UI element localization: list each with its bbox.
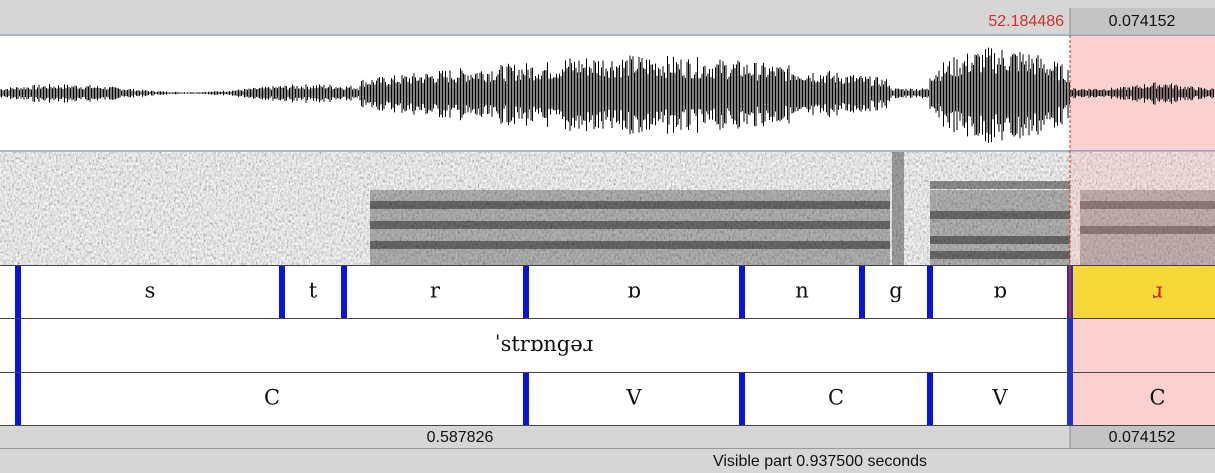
formant-band: [370, 201, 890, 209]
boundary[interactable]: [859, 266, 865, 318]
interval-label[interactable]: ˈstrɒngəɹ: [495, 332, 594, 356]
formant-band: [930, 236, 1070, 244]
interval-label[interactable]: g: [889, 279, 902, 303]
status-text: Visible part 0.937500 seconds: [713, 453, 927, 470]
formant-band: [930, 181, 1070, 189]
boundary[interactable]: [1067, 373, 1073, 425]
boundary[interactable]: [1067, 319, 1073, 372]
boundary[interactable]: [15, 266, 21, 318]
selected-interval[interactable]: [1070, 266, 1215, 318]
formant-band: [930, 211, 1070, 219]
visible-before-selection: 0.587826: [427, 429, 494, 446]
interval-label[interactable]: V: [625, 386, 642, 410]
boundary[interactable]: [341, 266, 347, 318]
interval-label[interactable]: ɹ: [1152, 279, 1163, 303]
boundary[interactable]: [739, 373, 745, 425]
boundary[interactable]: [279, 266, 285, 318]
interval-label[interactable]: r: [430, 279, 441, 303]
interval-label[interactable]: C: [828, 386, 844, 410]
interval-label[interactable]: V: [991, 386, 1008, 410]
burst: [892, 152, 904, 265]
interval-label[interactable]: C: [1149, 386, 1165, 410]
interval-label[interactable]: ɒ: [993, 279, 1006, 303]
interval-label[interactable]: C: [264, 386, 280, 410]
cursor-time: 52.184486: [988, 13, 1064, 30]
status-bar[interactable]: [0, 449, 1215, 473]
textgrid-editor: 52.184486 0.074152 ɹstrɒngɒɹˈstrɒngəɹCVC…: [0, 0, 1215, 473]
boundary[interactable]: [523, 266, 529, 318]
boundary[interactable]: [927, 373, 933, 425]
formant-band: [370, 221, 890, 229]
formant-band: [930, 251, 1070, 259]
tiers: [0, 265, 1215, 425]
interval-label[interactable]: ɒ: [627, 279, 640, 303]
selection-duration: 0.074152: [1109, 13, 1176, 30]
interval-label[interactable]: s: [145, 279, 156, 303]
interval-label[interactable]: t: [309, 279, 318, 303]
selection-duration-bottom: 0.074152: [1109, 429, 1176, 446]
bottom-bar: [0, 426, 1215, 448]
boundary[interactable]: [739, 266, 745, 318]
boundary[interactable]: [15, 373, 21, 425]
boundary[interactable]: [15, 319, 21, 372]
interval-label[interactable]: n: [795, 279, 809, 303]
selection-highlight: [1070, 152, 1215, 265]
formant-band: [370, 241, 890, 249]
boundary[interactable]: [927, 266, 933, 318]
boundary[interactable]: [523, 373, 529, 425]
